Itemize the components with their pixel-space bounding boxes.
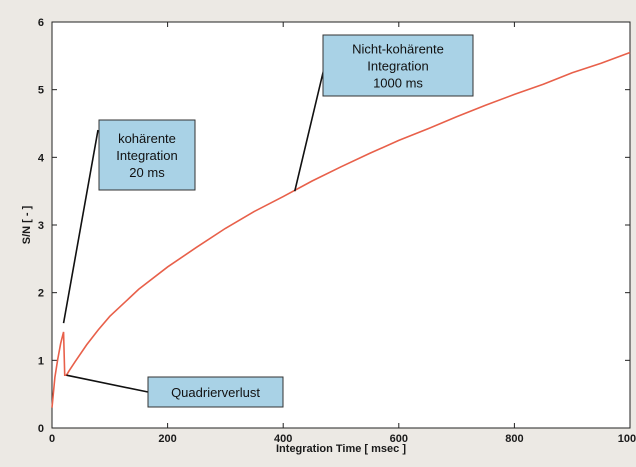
annotation-text: Integration [367, 59, 428, 74]
y-tick-label: 2 [38, 288, 44, 300]
annotation-text: 1000 ms [373, 76, 423, 91]
annotation-text: 20 ms [129, 165, 165, 180]
annotation-box [98, 119, 196, 191]
x-axis: 0 200 400 600 800 1000 [49, 22, 636, 445]
annotation-box [147, 376, 284, 408]
annotation-text: kohärente [118, 131, 176, 146]
x-tick-label: 200 [158, 433, 176, 445]
y-axis: 0 1 2 3 4 5 6 [38, 17, 630, 435]
y-tick-label: 6 [38, 17, 44, 29]
x-tick-label: 800 [505, 433, 523, 445]
annotation-text: Quadrierverlust [171, 385, 260, 400]
y-tick-label: 0 [38, 423, 44, 435]
y-axis-label: S/N [ - ] [21, 205, 33, 244]
annotation-box [322, 34, 474, 97]
annotations: Nicht-kohärente Integration 1000 ms kohären… [62, 34, 474, 408]
annotation-leader-line [66, 374, 149, 393]
y-tick-label: 5 [38, 85, 44, 97]
annotation-leader-line [293, 59, 327, 192]
y-tick-label: 4 [38, 152, 45, 164]
y-tick-label: 3 [38, 220, 44, 232]
x-tick-label: 600 [390, 433, 408, 445]
series-line [51, 51, 631, 408]
x-tick-label: 1000 [618, 433, 636, 445]
annotation-leader-line [62, 129, 99, 324]
annotation-text: Nicht-kohärente [352, 42, 444, 57]
x-tick-label: 0 [49, 433, 55, 445]
y-tick-label: 1 [38, 355, 44, 367]
x-axis-label: Integration Time [ msec ] [276, 443, 406, 455]
annotation-text: Integration [116, 148, 177, 163]
x-tick-label: 400 [274, 433, 292, 445]
